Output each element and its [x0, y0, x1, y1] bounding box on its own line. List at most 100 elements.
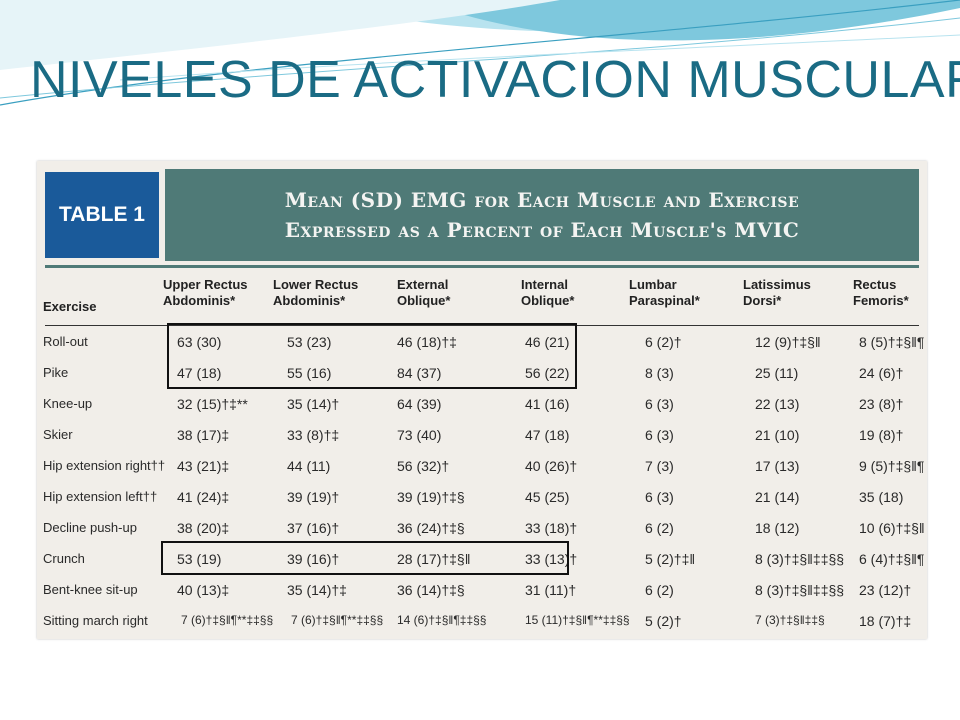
value-cell: 40 (13)‡ [177, 582, 230, 598]
value-cell: 14 (6)†‡§‖¶‡‡§§ [397, 613, 487, 627]
column-header-lower-rectus: Lower Rectus Abdominis* [273, 277, 359, 308]
value-cell: 41 (16) [525, 396, 570, 412]
value-cell: 8 (3) [645, 365, 674, 381]
value-cell: 38 (17)‡ [177, 427, 230, 443]
wave-band-main [420, 0, 960, 41]
value-cell: 8 (3)†‡§‖‡‡§§ [755, 551, 845, 567]
value-cell: 8 (5)†‡§‖¶ [859, 334, 925, 350]
value-cell: 63 (30) [177, 334, 222, 350]
value-cell: 40 (26)† [525, 458, 578, 474]
value-cell: 47 (18) [525, 427, 570, 443]
value-cell: 6 (3) [645, 489, 674, 505]
value-cell: 5 (2)† [645, 613, 682, 629]
column-headers: Exercise Upper Rectus Abdominis* Lower R… [37, 277, 927, 323]
slide-title: NIVELES DE ACTIVACION MUSCULAR [30, 51, 960, 109]
column-header-latissimus-dorsi: Latissimus Dorsi* [743, 277, 811, 308]
value-cell: 6 (2)† [645, 334, 682, 350]
exercise-name: Decline push-up [43, 520, 137, 535]
value-cell: 45 (25) [525, 489, 570, 505]
value-cell: 35 (18) [859, 489, 904, 505]
value-cell: 15 (11)†‡§‖¶**‡‡§§ [525, 613, 630, 627]
highlight-box-rollout-pike [167, 323, 577, 389]
table-image: TABLE 1 Mean (SD) EMG for Each Muscle an… [37, 161, 927, 639]
table-row: Skier 38 (17)‡ 33 (8)†‡ 73 (40) 47 (18) 6 (3)… [37, 420, 927, 451]
value-cell: 46 (21) [525, 334, 570, 350]
value-cell: 7 (3)†‡§‖‡‡§ [755, 613, 825, 627]
value-cell: 55 (16) [287, 365, 332, 381]
table-caption-line-1: Mean (SD) EMG for Each Muscle and Exerci… [284, 188, 800, 212]
value-cell: 6 (2) [645, 520, 674, 536]
column-header-lumbar-paraspinal: Lumbar Paraspinal* [629, 277, 700, 308]
header-underline [45, 325, 919, 326]
value-cell: 73 (40) [397, 427, 442, 443]
value-cell: 33 (13)† [525, 551, 578, 567]
exercise-name: Knee-up [43, 396, 93, 411]
wave-line-3 [119, 34, 960, 81]
column-header-rectus-femoris: Rectus Femoris* [853, 277, 909, 308]
table-caption-line-2: Expressed as a Percent of Each Muscle's … [284, 218, 800, 242]
value-cell: 6 (2) [645, 582, 674, 598]
value-cell: 6 (3) [645, 427, 674, 443]
wave-line-2 [0, 17, 960, 99]
value-cell: 33 (18)† [525, 520, 578, 536]
table-label: TABLE 1 [45, 172, 159, 258]
value-cell: 6 (3) [645, 396, 674, 412]
value-cell: 39 (19)†‡§ [397, 489, 465, 505]
table-row: Crunch 53 (19) 39 (16)† 28 (17)†‡§‖ 33 (13)†… [37, 544, 927, 575]
table-row: Decline push-up 38 (20)‡ 37 (16)† 36 (24)†‡… [37, 513, 927, 544]
column-header-internal-oblique: Internal Oblique* [521, 277, 575, 308]
table-row: Hip extension right†† 43 (21)‡ 44 (11) 56 (… [37, 451, 927, 482]
value-cell: 53 (19) [177, 551, 222, 567]
table-row: Hip extension left†† 41 (24)‡ 39 (19)† 39 (… [37, 482, 927, 513]
highlight-box-crunch [161, 541, 569, 575]
value-cell: 9 (5)†‡§‖¶ [859, 458, 925, 474]
value-cell: 17 (13) [755, 458, 800, 474]
value-cell: 47 (18) [177, 365, 222, 381]
value-cell: 22 (13) [755, 396, 800, 412]
value-cell: 10 (6)†‡§‖ [859, 520, 925, 536]
value-cell: 12 (9)†‡§‖ [755, 334, 821, 350]
table-row: Roll-out 63 (30) 53 (23) 46 (18)†‡ 46 (21) 6 … [37, 327, 927, 358]
value-cell: 18 (12) [755, 520, 800, 536]
value-cell: 44 (11) [287, 458, 331, 474]
value-cell: 7 (6)†‡§‖¶**‡‡§§ [291, 613, 384, 627]
value-cell: 6 (4)†‡§‖¶ [859, 551, 925, 567]
table-row: Pike 47 (18) 55 (16) 84 (37) 56 (22) 8 (3) 25 … [37, 358, 927, 389]
table-body: Roll-out 63 (30) 53 (23) 46 (18)†‡ 46 (21) 6 … [37, 327, 927, 637]
column-header-external-oblique: External Oblique* [397, 277, 451, 308]
value-cell: 41 (24)‡ [177, 489, 230, 505]
exercise-name: Hip extension right†† [43, 458, 166, 473]
value-cell: 23 (8)† [859, 396, 904, 412]
exercise-name: Skier [43, 427, 73, 442]
decorative-wave-header [0, 0, 960, 106]
column-header-exercise: Exercise [43, 299, 97, 314]
exercise-name: Sitting march right [43, 613, 148, 628]
exercise-name: Roll-out [43, 334, 88, 349]
value-cell: 21 (10) [755, 427, 800, 443]
value-cell: 5 (2)†‡‖ [645, 551, 696, 567]
value-cell: 18 (7)†‡ [859, 613, 912, 629]
table-row: Sitting march right 7 (6)†‡§‖¶**‡‡§§ 7 (6)… [37, 606, 927, 637]
value-cell: 21 (14) [755, 489, 800, 505]
value-cell: 24 (6)† [859, 365, 904, 381]
table-caption: Mean (SD) EMG for Each Muscle and Exerci… [165, 169, 919, 261]
value-cell: 39 (16)† [287, 551, 340, 567]
table-row: Bent-knee sit-up 40 (13)‡ 35 (14)†‡ 36 (14)… [37, 575, 927, 606]
value-cell: 32 (15)†‡** [177, 396, 248, 412]
value-cell: 23 (12)† [859, 582, 912, 598]
value-cell: 31 (11)† [525, 582, 577, 598]
value-cell: 7 (3) [645, 458, 674, 474]
value-cell: 35 (14)† [287, 396, 340, 412]
exercise-name: Bent-knee sit-up [43, 582, 138, 597]
value-cell: 64 (39) [397, 396, 442, 412]
table-row: Knee-up 32 (15)†‡** 35 (14)† 64 (39) 41 (16)… [37, 389, 927, 420]
exercise-name: Pike [43, 365, 69, 380]
wave-fill-top [0, 0, 560, 70]
value-cell: 56 (22) [525, 365, 570, 381]
value-cell: 36 (24)†‡§ [397, 520, 465, 536]
value-cell: 33 (8)†‡ [287, 427, 340, 443]
value-cell: 35 (14)†‡ [287, 582, 347, 598]
exercise-name: Hip extension left†† [43, 489, 158, 504]
table-banner: TABLE 1 Mean (SD) EMG for Each Muscle an… [45, 169, 919, 261]
header-rule [45, 265, 919, 268]
